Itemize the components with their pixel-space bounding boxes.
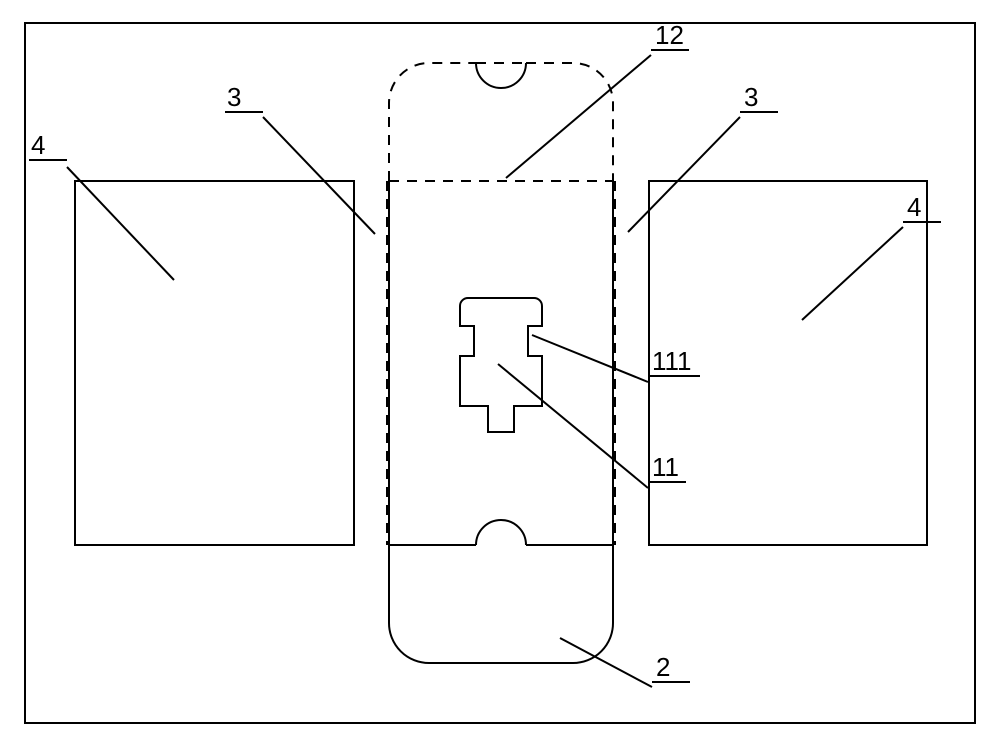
svg-text:3: 3 xyxy=(744,82,758,112)
svg-text:111: 111 xyxy=(652,346,692,376)
svg-text:11: 11 xyxy=(652,452,679,482)
svg-text:3: 3 xyxy=(227,82,241,112)
svg-text:4: 4 xyxy=(31,130,45,160)
svg-text:2: 2 xyxy=(656,652,670,682)
svg-text:12: 12 xyxy=(655,20,684,50)
svg-text:4: 4 xyxy=(907,192,921,222)
